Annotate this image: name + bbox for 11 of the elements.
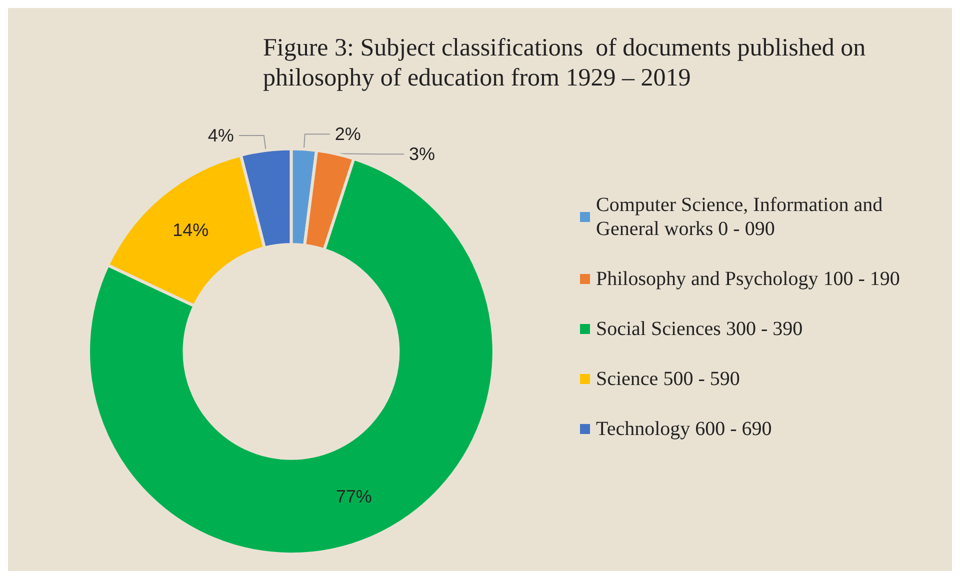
data-label: 2% [334,124,361,144]
data-label: 4% [208,125,234,146]
legend-label: Social Sciences 300 - 390 [596,318,803,340]
legend-label: Technology 600 - 690 [596,418,772,440]
legend-label: Philosophy and Psychology 100 - 190 [596,268,900,290]
chart-title: Figure 3: Subject classifications of documents published on philosophy of education from 1929 – 2019 [263,34,872,92]
data-label: 14% [172,220,209,240]
legend-label: Computer Science, Information and General works 0 - 090 [596,194,888,240]
data-label: 77% [336,486,372,506]
legend-label: Science 500 - 590 [596,368,740,390]
data-label: 3% [408,144,436,164]
